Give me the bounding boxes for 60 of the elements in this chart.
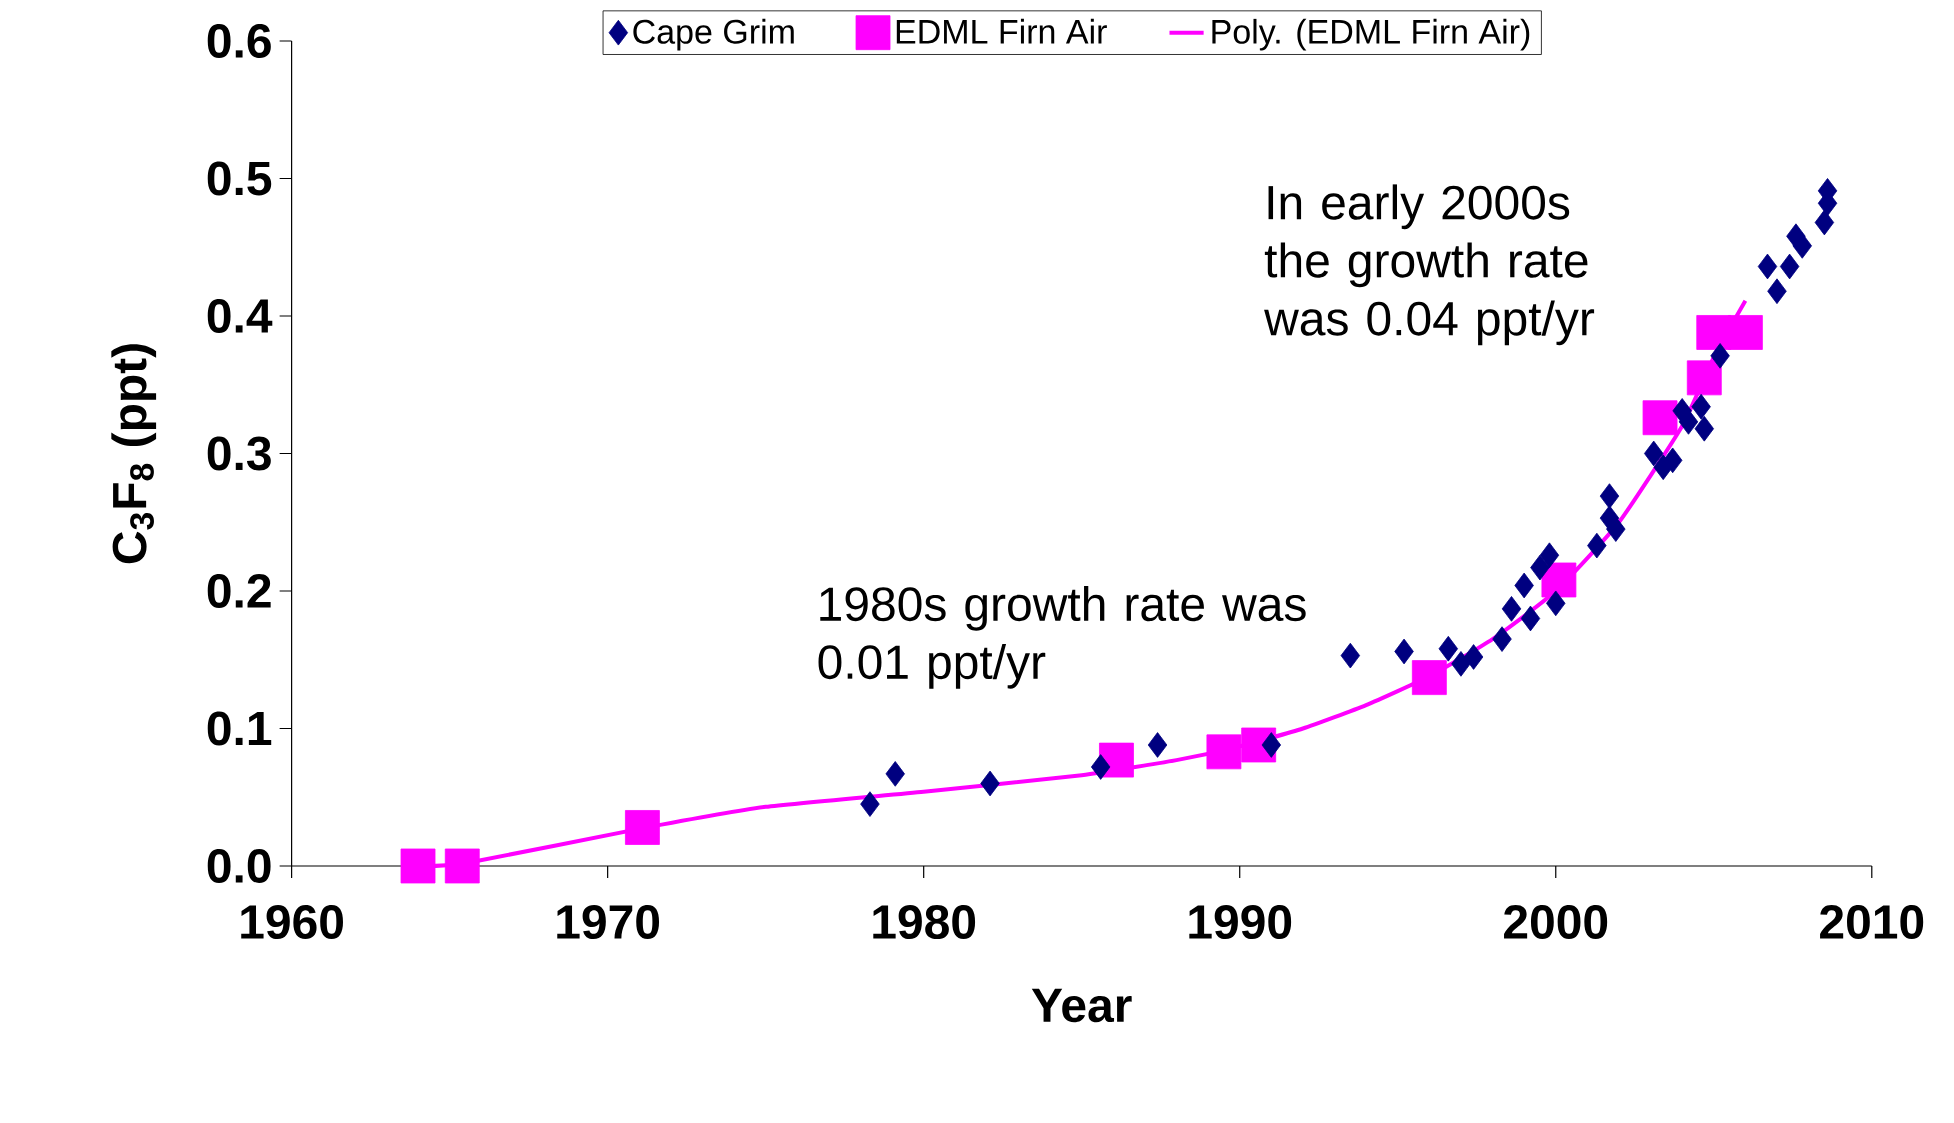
annotation: 1980s growth rate was 0.01 ppt/yr	[818, 585, 1306, 689]
y-tick-label: 0.3	[207, 436, 271, 471]
point	[1520, 605, 1541, 632]
point	[1642, 400, 1678, 436]
point	[1463, 644, 1484, 670]
y-tick-label: 0.6	[207, 24, 271, 58]
point	[1599, 483, 1620, 509]
point	[885, 761, 905, 787]
point	[1694, 415, 1714, 442]
point	[1340, 642, 1361, 669]
y-tick-label: 0.5	[207, 161, 272, 196]
point	[1501, 596, 1522, 622]
x-tick-label: 2000	[1504, 905, 1608, 940]
point	[1779, 253, 1800, 280]
x-axis-title: Year	[1031, 988, 1132, 1023]
point	[1757, 253, 1778, 280]
point	[1691, 393, 1711, 420]
point	[1644, 440, 1664, 467]
legend-label: Poly. (EDML Firn Air)	[1212, 18, 1530, 51]
point	[980, 770, 1000, 797]
x-tick-label: 1960	[241, 905, 343, 940]
x-tick-label: 1990	[1189, 905, 1292, 940]
point	[1539, 542, 1560, 569]
point	[1792, 233, 1812, 259]
x-tick-label: 1980	[873, 905, 976, 940]
point	[1261, 732, 1282, 758]
y-axis-title: C$_{3}$F$_{8}$ (ppt)	[111, 344, 157, 564]
y-tick-label: 0.0	[207, 849, 271, 883]
x-tick-label: 1970	[557, 905, 660, 940]
point	[1206, 734, 1242, 770]
point	[1530, 554, 1550, 581]
point	[1451, 651, 1471, 677]
point	[1710, 343, 1730, 369]
annotation: In early 2000s the growth rate was 0.04 ppt/yr	[1264, 184, 1595, 346]
point	[625, 810, 660, 845]
y-tick-label: 0.4	[207, 299, 273, 333]
point	[1411, 660, 1447, 696]
legend-label: Cape Grim	[633, 18, 794, 51]
point	[444, 848, 480, 884]
point	[1727, 315, 1763, 350]
point	[1678, 409, 1699, 435]
point	[400, 848, 436, 884]
point	[1546, 590, 1566, 617]
point	[1438, 635, 1458, 662]
point	[860, 791, 880, 817]
point	[1147, 732, 1168, 758]
point	[1599, 505, 1620, 531]
point	[1492, 626, 1512, 652]
y-tick-label: 0.1	[207, 711, 272, 746]
point	[1514, 572, 1534, 599]
legend-label: EDML Firn Air	[896, 18, 1107, 44]
point	[1394, 638, 1414, 665]
x-tick-label: 2010	[1820, 905, 1924, 940]
y-tick-label: 0.2	[207, 574, 271, 608]
point	[1587, 532, 1607, 559]
point	[1686, 360, 1722, 396]
point	[1767, 278, 1787, 305]
point	[1814, 209, 1835, 236]
point	[1662, 447, 1683, 474]
point	[1090, 754, 1111, 780]
